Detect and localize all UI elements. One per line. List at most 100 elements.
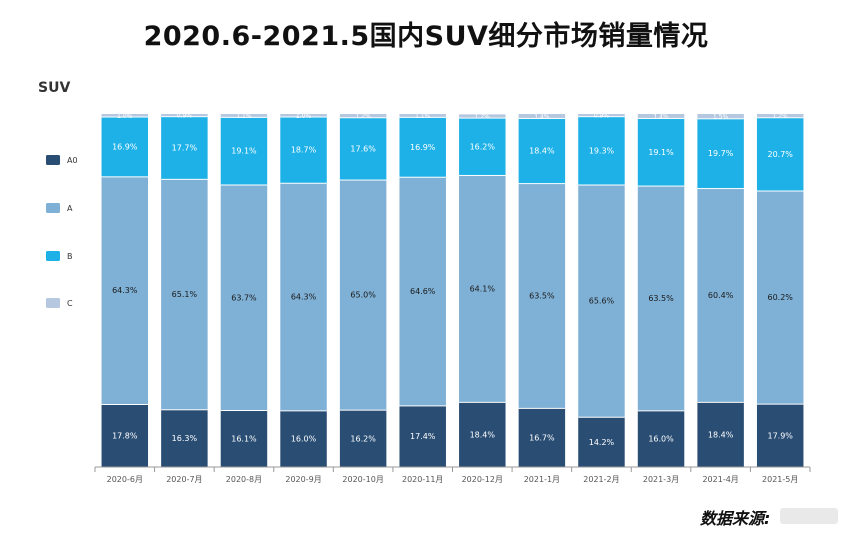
data-label-a0-6: 17.4% bbox=[410, 432, 436, 441]
bar-separator bbox=[578, 112, 625, 114]
data-label-a-6: 64.6% bbox=[410, 287, 436, 296]
data-label-b-11: 19.7% bbox=[708, 149, 734, 158]
legend: A0 A B C bbox=[46, 155, 78, 308]
bar-a0-9 bbox=[578, 416, 625, 467]
bar-c-10 bbox=[637, 113, 685, 118]
bar-b-2 bbox=[161, 116, 208, 179]
x-tick-label-3: 2020-8月 bbox=[226, 475, 262, 484]
bar-c-11 bbox=[697, 113, 744, 119]
data-label-c-10: 1.4% bbox=[653, 113, 669, 120]
x-tick-label-12: 2021-5月 bbox=[762, 475, 798, 484]
data-label-c-9: 0.9% bbox=[594, 113, 610, 120]
data-label-c-1: 1.0% bbox=[117, 113, 133, 120]
data-label-c-6: 1.1% bbox=[415, 113, 431, 120]
data-label-b-1: 16.9% bbox=[112, 142, 138, 151]
bar-a-11 bbox=[697, 188, 744, 402]
data-label-b-4: 18.7% bbox=[291, 146, 317, 155]
bar-c-12 bbox=[756, 113, 804, 118]
x-axis: 2020-6月 2020-7月 2020-8月 2020-9月 2020-10月 2020… bbox=[94, 466, 811, 484]
bar-a0-5 bbox=[339, 409, 387, 467]
data-label-b-9: 19.3% bbox=[589, 146, 615, 155]
legend-label-b: B bbox=[67, 252, 73, 261]
legend-swatch-c bbox=[46, 298, 60, 308]
bar-a-4 bbox=[280, 182, 327, 411]
bar-a-10 bbox=[637, 185, 685, 411]
bar-separator bbox=[637, 112, 685, 114]
bar-separator bbox=[697, 187, 744, 190]
data-label-a-9: 65.6% bbox=[589, 297, 615, 306]
data-label-a-11: 60.4% bbox=[708, 291, 734, 300]
x-tick-label-10: 2021-3月 bbox=[643, 475, 679, 484]
bar-a0-4 bbox=[280, 410, 327, 467]
data-label-c-7: 1.2% bbox=[475, 113, 491, 120]
data-label-a-10: 63.5% bbox=[648, 294, 674, 303]
bar-a-2 bbox=[161, 178, 208, 410]
bar-a-7 bbox=[459, 174, 506, 402]
data-label-a0-5: 16.2% bbox=[350, 434, 376, 443]
bar-b-4 bbox=[280, 116, 327, 183]
data-label-b-10: 19.1% bbox=[648, 148, 674, 157]
bar-a0-8 bbox=[518, 407, 566, 467]
x-tick-label-5: 2020-10月 bbox=[342, 475, 383, 484]
data-label-b-12: 20.7% bbox=[767, 150, 793, 159]
data-label-a-4: 64.3% bbox=[291, 293, 317, 302]
bar-a-6 bbox=[399, 176, 446, 406]
bar-a-12 bbox=[756, 190, 804, 404]
data-label-a-7: 64.1% bbox=[470, 284, 496, 293]
bar-a0-12 bbox=[756, 403, 804, 467]
data-labels: 17.8% 64.3% 16.9% 1.0% 16.3% 65.1% 17.7% 0.9% 16… bbox=[112, 113, 793, 447]
bar-c-4 bbox=[280, 113, 327, 117]
bar-separator bbox=[399, 112, 446, 114]
data-label-c-12: 1.2% bbox=[773, 113, 789, 120]
bar-c-1 bbox=[101, 113, 149, 117]
bar-c-8 bbox=[518, 113, 566, 118]
legend-swatch-b bbox=[46, 251, 60, 261]
bar-c-9 bbox=[578, 113, 625, 117]
bar-separator bbox=[518, 112, 566, 114]
data-label-c-8: 1.4% bbox=[534, 113, 550, 120]
bar-separator bbox=[339, 112, 387, 114]
bar-b-1 bbox=[101, 116, 149, 177]
bar-separator bbox=[220, 183, 268, 186]
bar-b-11 bbox=[697, 118, 744, 189]
data-label-b-5: 17.6% bbox=[350, 144, 376, 153]
legend-swatch-a0 bbox=[46, 155, 60, 165]
bar-a-5 bbox=[339, 179, 387, 410]
bar-b-5 bbox=[339, 117, 387, 180]
data-label-b-2: 17.7% bbox=[172, 144, 198, 153]
data-label-c-2: 0.9% bbox=[177, 113, 193, 120]
bar-a-1 bbox=[101, 176, 149, 404]
bar-a0-11 bbox=[697, 401, 744, 467]
data-label-b-7: 16.2% bbox=[470, 142, 496, 151]
bar-c-3 bbox=[220, 113, 268, 117]
data-source-redacted bbox=[780, 508, 838, 524]
data-label-a0-7: 18.4% bbox=[470, 430, 496, 439]
data-label-a0-2: 16.3% bbox=[172, 434, 198, 443]
bar-a-9 bbox=[578, 184, 625, 417]
data-label-b-8: 18.4% bbox=[529, 147, 555, 156]
bar-b-7 bbox=[459, 117, 506, 175]
legend-label-a0: A0 bbox=[67, 156, 78, 165]
bar-separator bbox=[578, 415, 625, 418]
bar-separator bbox=[101, 112, 149, 114]
bar-a0-1 bbox=[101, 403, 149, 467]
bar-c-2 bbox=[161, 113, 208, 117]
data-label-a0-10: 16.0% bbox=[648, 435, 674, 444]
bar-a-8 bbox=[518, 183, 566, 408]
bar-c-5 bbox=[339, 113, 387, 118]
bar-a0-6 bbox=[399, 405, 446, 467]
data-label-c-4: 1.0% bbox=[296, 113, 312, 120]
x-tick-label-1: 2020-6月 bbox=[107, 475, 143, 484]
data-label-b-3: 19.1% bbox=[231, 147, 257, 156]
data-label-c-5: 1.2% bbox=[356, 113, 372, 120]
bar-c-6 bbox=[399, 113, 446, 117]
bar-a0-3 bbox=[220, 410, 268, 467]
bar-b-3 bbox=[220, 116, 268, 185]
bar-b-12 bbox=[756, 117, 804, 191]
data-label-a0-3: 16.1% bbox=[231, 435, 257, 444]
bar-separator bbox=[756, 112, 804, 114]
bar-separator bbox=[161, 408, 208, 411]
data-label-a-5: 65.0% bbox=[350, 291, 376, 300]
y-axis-label: SUV bbox=[38, 80, 71, 96]
data-label-a-12: 60.2% bbox=[767, 293, 793, 302]
